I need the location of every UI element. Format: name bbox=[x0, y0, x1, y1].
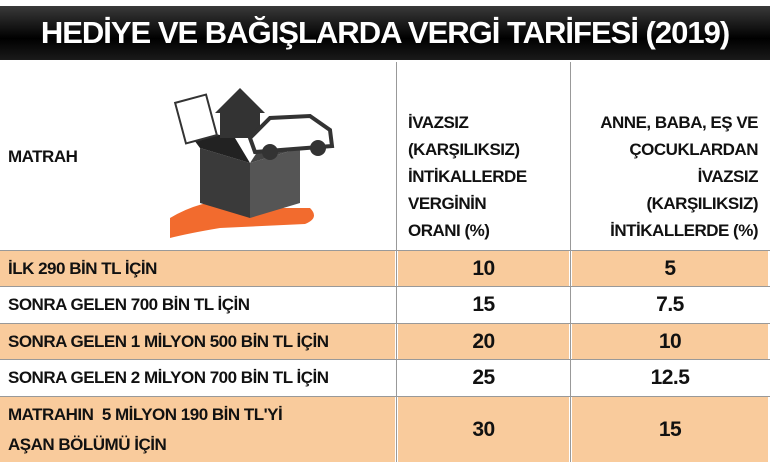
rate-value: 10 bbox=[398, 251, 569, 286]
row-label-line: SONRA GELEN 700 BİN TL İÇİN bbox=[8, 295, 250, 314]
rate-value: 12.5 bbox=[650, 366, 690, 389]
row-label: SONRA GELEN 700 BİN TL İÇİN bbox=[0, 287, 395, 323]
header-line: İNTİKALLERDE bbox=[408, 167, 527, 186]
rate-value: 25 bbox=[472, 366, 495, 389]
rate-value: 7.5 bbox=[656, 293, 684, 316]
row-label: MATRAHIN 5 MİLYON 190 BİN TL'Yİ AŞAN BÖLÜ… bbox=[0, 397, 395, 462]
rate-value: 30 bbox=[398, 397, 569, 462]
gift-icon bbox=[170, 88, 335, 238]
row-label: İLK 290 BİN TL İÇİN bbox=[0, 251, 395, 286]
header-line: ANNE, BABA, EŞ VE bbox=[600, 113, 758, 132]
header-line: MATRAH bbox=[8, 146, 78, 166]
row-separator bbox=[0, 396, 770, 397]
rate-value: 5 bbox=[572, 251, 768, 286]
row-label-line: SONRA GELEN 1 MİLYON 500 BİN TL İÇİN bbox=[8, 331, 329, 351]
header-line: (KARŞILIKSIZ) bbox=[408, 140, 520, 159]
row-label-line: SONRA GELEN 2 MİLYON 700 BİN TL İÇİN bbox=[8, 368, 329, 387]
header-cell: İVAZSIZ (KARŞILIKSIZ) İNTİKALLERDE VERGİNİN… bbox=[398, 62, 569, 250]
row-separator bbox=[0, 359, 770, 360]
header-cell: MATRAH bbox=[0, 62, 395, 250]
rate-value: 15 bbox=[572, 397, 768, 462]
row-label: SONRA GELEN 2 MİLYON 700 BİN TL İÇİN bbox=[0, 360, 395, 396]
row-separator bbox=[0, 323, 770, 324]
header-line: İVAZSIZ bbox=[408, 113, 469, 132]
row-label-line: MATRAHIN 5 MİLYON 190 BİN TL'Yİ bbox=[8, 404, 283, 424]
row-label: SONRA GELEN 1 MİLYON 500 BİN TL İÇİN bbox=[0, 324, 395, 359]
rate-value: 20 bbox=[398, 324, 569, 359]
header-line: (KARŞILIKSIZ) bbox=[646, 194, 758, 213]
header-line: İVAZSIZ bbox=[697, 167, 759, 186]
row-label-line: AŞAN BÖLÜMÜ İÇİN bbox=[8, 434, 167, 454]
row-separator bbox=[0, 250, 770, 251]
header-line: ÇOCUKLARDAN bbox=[629, 140, 758, 159]
row-separator bbox=[0, 286, 770, 287]
header-line: VERGİNİN bbox=[408, 194, 487, 213]
header-cell: ANNE, BABA, EŞ VE ÇOCUKLARDAN İVAZSIZ (KARŞ… bbox=[572, 62, 768, 250]
header-line: İNTİKALLERDE (%) bbox=[610, 221, 758, 240]
column-separator bbox=[396, 62, 397, 462]
rate-value: 15 bbox=[472, 293, 495, 316]
column-separator bbox=[570, 62, 571, 462]
header-line: ORANI (%) bbox=[408, 221, 490, 240]
row-label-line: İLK 290 BİN TL İÇİN bbox=[8, 258, 157, 278]
title: HEDİYE VE BAĞIŞLARDA VERGİ TARİFESİ (201… bbox=[0, 6, 770, 60]
rate-value: 10 bbox=[572, 324, 768, 359]
